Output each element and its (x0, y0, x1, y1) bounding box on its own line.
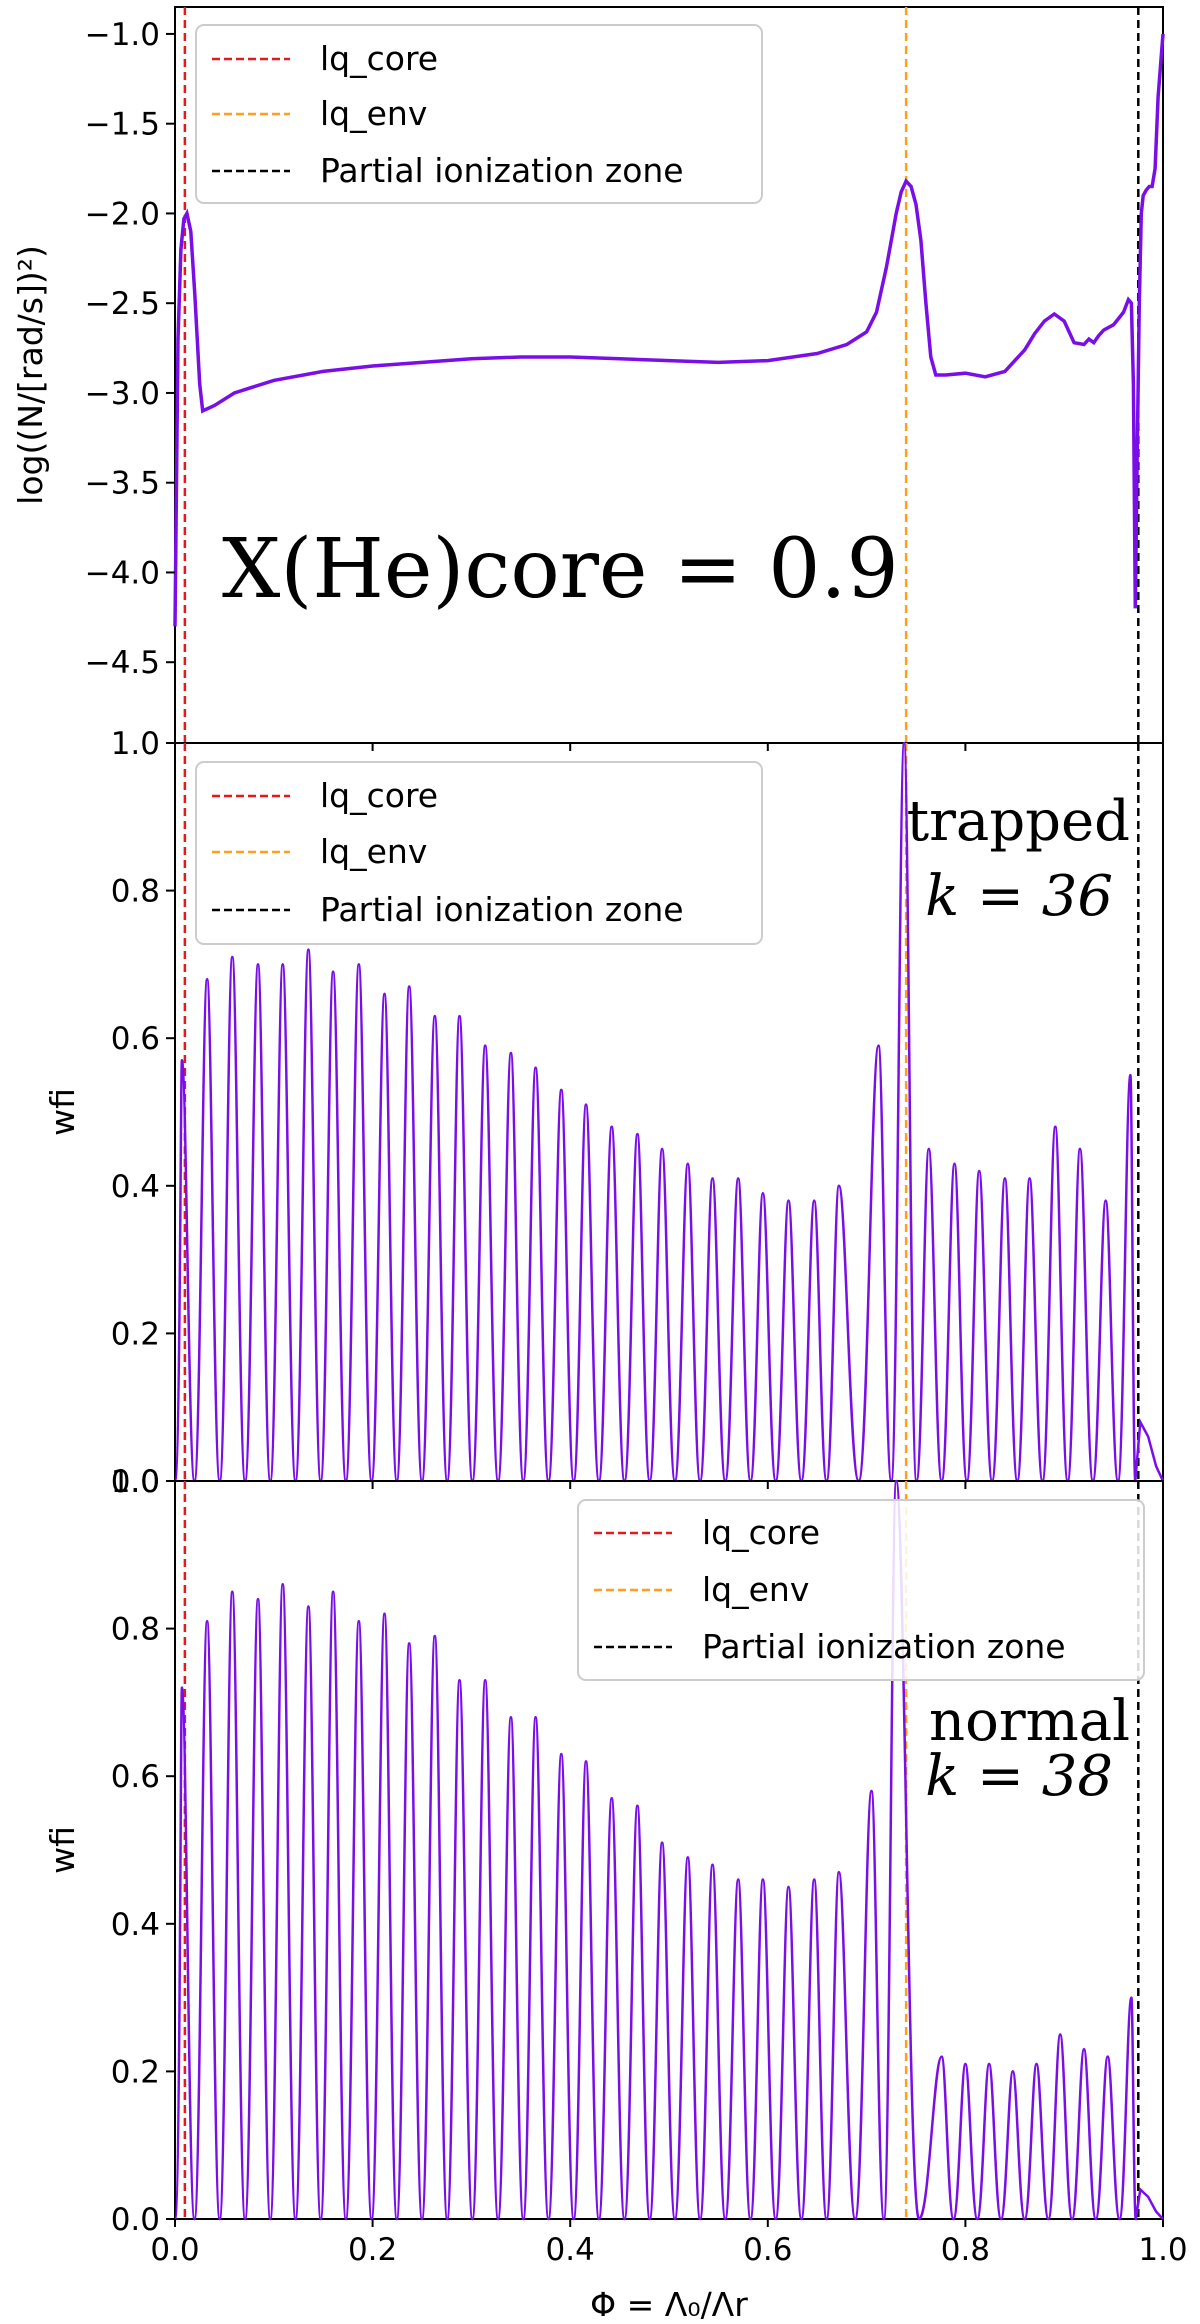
panel-bottom-yticks: 0.0 0.2 0.4 0.6 0.8 1.0 (111, 1464, 175, 2238)
panel-top-annotation: X(He)core = 0.9 (222, 522, 899, 617)
ytick-label: 0.2 (111, 1316, 160, 1352)
xtick-label: 1.0 (1138, 2232, 1187, 2268)
ytick-label: −4.0 (85, 555, 160, 591)
panel-top-yticks: −1.0 −1.5 −2.0 −2.5 −3.0 −3.5 −4.0 −4.5 (85, 17, 175, 681)
ytick-label: 0.0 (111, 1464, 160, 1500)
legend-box (195, 24, 763, 204)
legend-label-partial-ionization: Partial ionization zone (320, 890, 684, 929)
panel-bottom-frame (174, 1480, 1164, 2220)
legend-box (195, 761, 763, 945)
ytick-label: 0.4 (111, 1907, 160, 1943)
panel-bottom-ylabel: wfi (43, 1826, 82, 1874)
ytick-label: −4.5 (85, 645, 160, 681)
panel-bottom: 0.0 0.2 0.4 0.6 0.8 1.0 wfi lq_core lq_env Pa… (43, 1464, 1164, 2238)
ytick-label: −2.0 (85, 196, 160, 232)
ytick-label: −1.5 (85, 107, 160, 143)
x-axis-label: Φ = Λ₀/Λr (590, 2285, 748, 2324)
legend-label-lq-env: lq_env (320, 832, 427, 871)
xtick-label: 0.4 (546, 2232, 595, 2268)
xtick-label: 0.2 (348, 2232, 397, 2268)
legend-label-lq-env: lq_env (702, 1570, 809, 1609)
ytick-label: 0.8 (111, 874, 160, 910)
legend-label-partial-ionization: Partial ionization zone (702, 1627, 1066, 1666)
panel-middle-yticks: 0.0 0.2 0.4 0.6 0.8 1.0 (111, 726, 175, 1500)
x-axis-ticks: 0.0 0.2 0.4 0.6 0.8 1.0 (150, 743, 1188, 2268)
panel-middle-annotation-k: k = 36 (925, 864, 1113, 929)
ytick-label: −1.0 (85, 17, 160, 53)
xtick-label: 0.8 (941, 2232, 990, 2268)
panel-top-legend: lq_core lq_env Partial ionization zone (195, 24, 763, 204)
xtick-label: 0.0 (150, 2232, 199, 2268)
ytick-label: −3.0 (85, 376, 160, 412)
ytick-label: 1.0 (111, 726, 160, 762)
ytick-label: 0.6 (111, 1759, 160, 1795)
legend-label-lq-core: lq_core (702, 1513, 820, 1552)
panel-top-n2-curve (173, 33, 1165, 627)
legend-label-partial-ionization: Partial ionization zone (320, 151, 684, 190)
panel-middle-legend: lq_core lq_env Partial ionization zone (195, 761, 763, 945)
ytick-label: −3.5 (85, 466, 160, 502)
panel-top: −1.0 −1.5 −2.0 −2.5 −3.0 −3.5 −4.0 −4.5 log((N/… (11, 6, 1165, 744)
ytick-label: 0.6 (111, 1021, 160, 1057)
panel-middle-ylabel: wfi (43, 1088, 82, 1136)
xtick-label: 0.6 (743, 2232, 792, 2268)
panel-top-ylabel: log((N/[rad/s])²) (11, 245, 50, 505)
ytick-label: 0.0 (111, 2202, 160, 2238)
ytick-label: 1.0 (111, 1464, 160, 1500)
ytick-label: 0.4 (111, 1169, 160, 1205)
panel-bottom-annotation-k: k = 38 (925, 1744, 1113, 1809)
legend-box (577, 1499, 1145, 1681)
panel-bottom-wfi-curve (173, 1479, 1164, 2221)
panel-bottom-legend: lq_core lq_env Partial ionization zone (577, 1499, 1145, 1681)
ytick-label: 0.8 (111, 1612, 160, 1648)
ytick-label: 0.2 (111, 2054, 160, 2090)
panel-middle-annotation-mode: trapped (907, 789, 1130, 854)
legend-label-lq-core: lq_core (320, 776, 438, 815)
ytick-label: −2.5 (85, 286, 160, 322)
panel-middle-wfi-curve (173, 741, 1165, 1483)
panel-bottom-annotation-mode: normal (929, 1689, 1130, 1754)
legend-label-lq-core: lq_core (320, 39, 438, 78)
panel-middle: 0.0 0.2 0.4 0.6 0.8 1.0 wfi trapped k = 36 lq… (43, 726, 1165, 1500)
legend-label-lq-env: lq_env (320, 94, 427, 133)
